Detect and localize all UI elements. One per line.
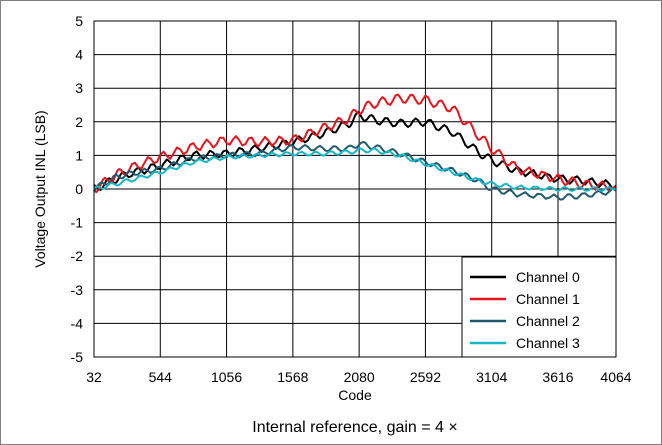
legend: Channel 0 Channel 1 Channel 2 Channel 3 [461, 256, 617, 358]
y-tick-label: -3 [71, 282, 84, 298]
x-tick-label: 1568 [277, 369, 308, 385]
x-tick-labels: 32 544 1056 1568 2080 2592 3104 3616 4064 [86, 369, 632, 385]
legend-label: Channel 2 [516, 313, 580, 329]
series-line-channel-3 [93, 147, 617, 192]
x-tick-label: 2592 [410, 369, 441, 385]
y-tick-label: -2 [71, 248, 84, 264]
y-tick-label: 5 [75, 13, 83, 29]
series-line-channel-1 [93, 93, 617, 194]
x-tick-label: 3104 [476, 369, 507, 385]
series-layer [93, 93, 617, 201]
series-line-channel-2 [93, 141, 617, 201]
y-tick-label: -5 [71, 349, 84, 365]
y-tick-labels: -5 -4 -3 -2 -1 0 1 2 3 4 5 [71, 13, 84, 365]
legend-label: Channel 1 [516, 291, 580, 307]
y-tick-label: -1 [71, 215, 84, 231]
x-tick-label: 2080 [344, 369, 375, 385]
x-tick-label: 32 [86, 369, 102, 385]
x-tick-label: 544 [149, 369, 173, 385]
legend-box [461, 256, 617, 358]
x-tick-label: 1056 [211, 369, 242, 385]
y-axis-title: Voltage Output INL (LSB) [32, 110, 48, 267]
legend-label: Channel 0 [516, 269, 580, 285]
plot-border [93, 20, 617, 358]
y-tick-label: 2 [75, 114, 83, 130]
x-axis-title: Code [338, 387, 372, 403]
y-tick-label: 1 [75, 147, 83, 163]
chart-caption: Internal reference, gain = 4 × [252, 419, 457, 436]
legend-label: Channel 3 [516, 335, 580, 351]
y-tick-label: -4 [71, 315, 84, 331]
y-tick-label: 4 [75, 47, 83, 63]
y-tick-label: 0 [75, 181, 83, 197]
x-tick-label: 4064 [600, 369, 631, 385]
y-tick-label: 3 [75, 80, 83, 96]
x-tick-label: 3616 [542, 369, 573, 385]
